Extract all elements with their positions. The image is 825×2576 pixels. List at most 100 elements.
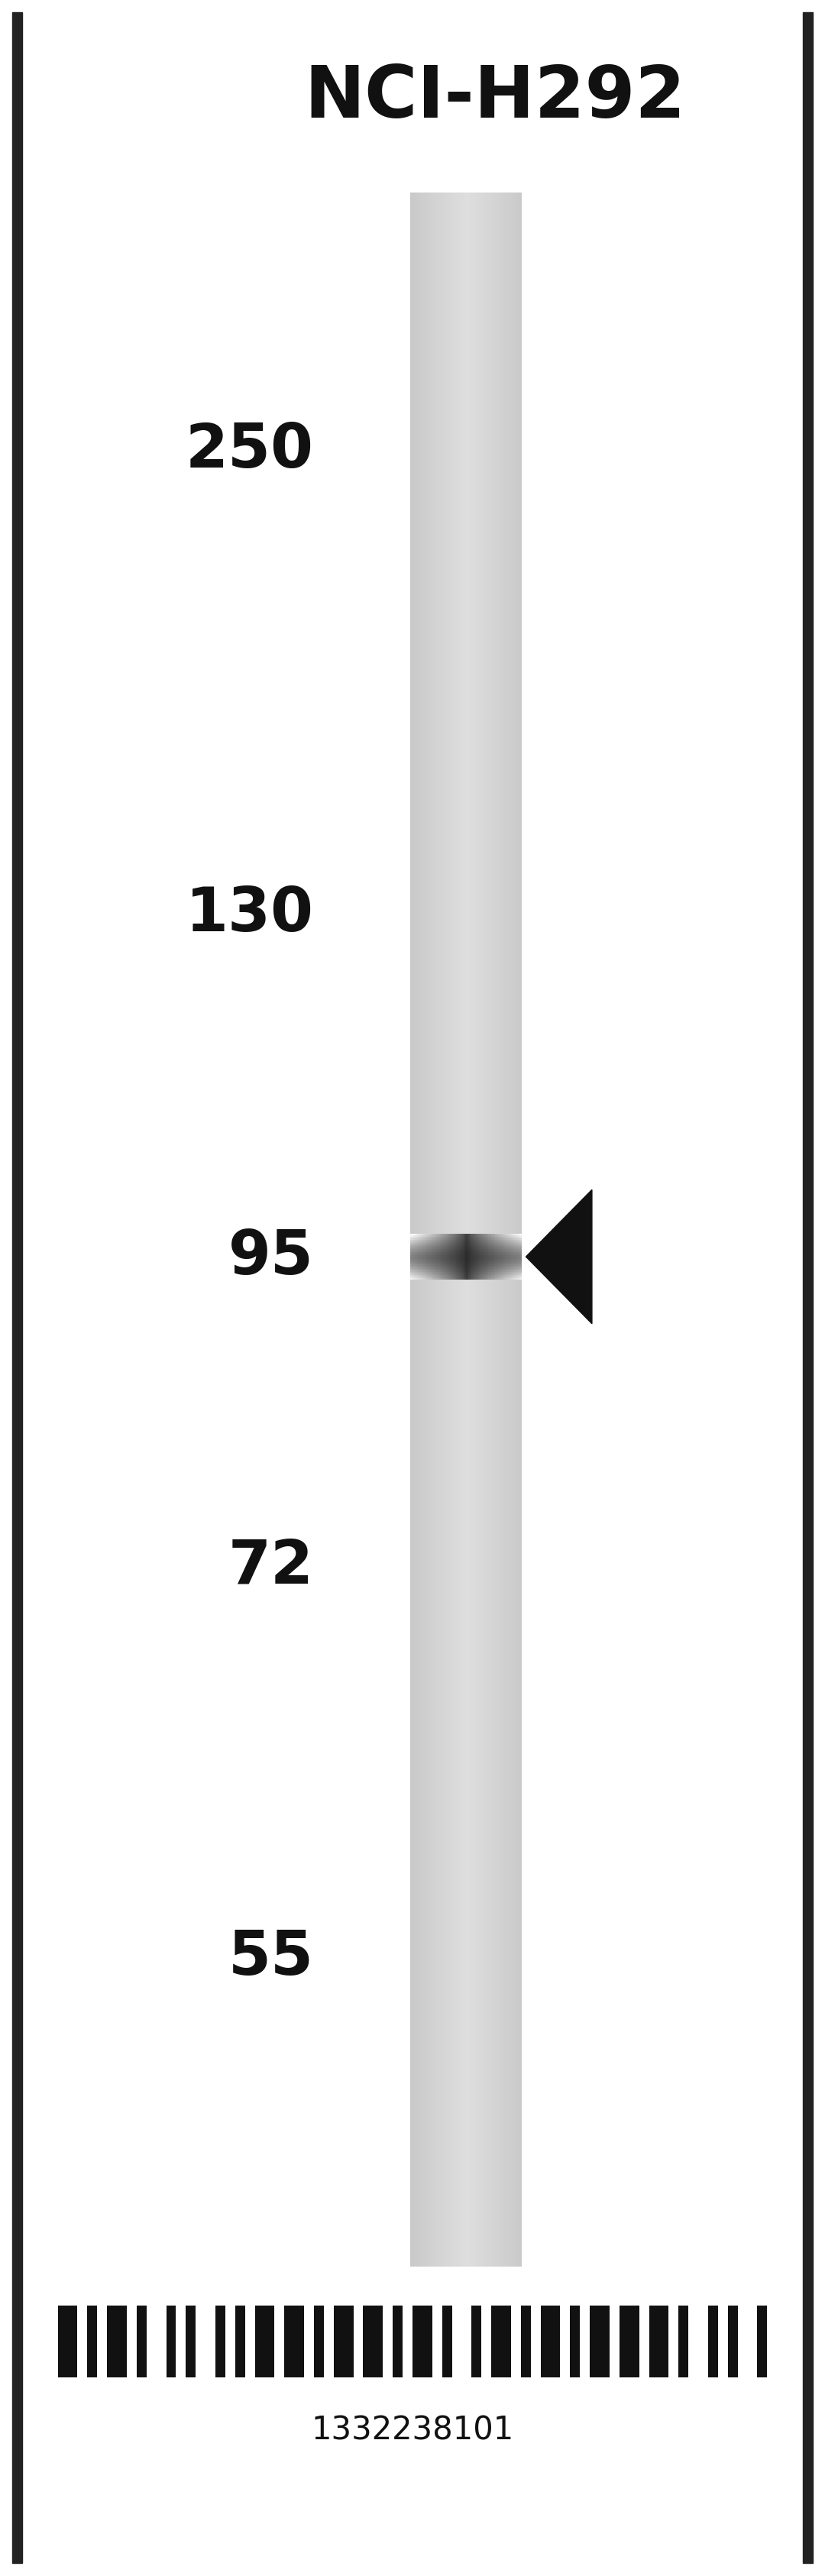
Bar [413,1234,415,1280]
Bar [446,1234,448,1280]
Bar [417,1234,419,1280]
Bar [434,1234,436,1280]
Bar [492,2306,511,2378]
Bar [474,1234,476,1280]
Bar [333,2306,353,2378]
Bar [413,193,415,2267]
Bar [505,1234,507,1280]
Bar [440,193,441,2267]
Bar [495,1234,497,1280]
Bar [470,1234,472,1280]
Bar [488,1234,490,1280]
Bar [478,193,480,2267]
Bar [285,2306,304,2378]
Bar [483,193,484,2267]
Bar [497,193,498,2267]
Bar [494,1234,495,1280]
Bar [468,193,469,2267]
Bar [432,193,434,2267]
Bar [412,2306,432,2378]
Bar [540,2306,560,2378]
Bar [473,193,474,2267]
Bar [415,193,416,2267]
Bar [499,193,501,2267]
Bar [446,193,448,2267]
Bar [424,193,426,2267]
Bar [515,193,516,2267]
Bar [501,1234,502,1280]
Bar [708,2306,718,2378]
Bar [422,1234,423,1280]
Bar [803,13,813,2563]
Bar [491,193,493,2267]
Bar [441,1234,442,1280]
Bar [436,193,437,2267]
Bar [430,193,431,2267]
Bar [428,193,430,2267]
Bar [107,2306,127,2378]
Bar [393,2306,403,2378]
Bar [419,193,420,2267]
Bar [87,2306,97,2378]
Bar [448,193,450,2267]
Bar [456,193,458,2267]
Bar [590,2306,610,2378]
Bar [570,2306,580,2378]
Bar [473,1234,474,1280]
Bar [166,2306,176,2378]
Bar [512,193,513,2267]
Bar [521,1234,522,1280]
Bar [513,1234,515,1280]
Bar [450,1234,452,1280]
Bar [442,1234,444,1280]
Bar [442,193,444,2267]
Bar [314,2306,323,2378]
Bar [215,2306,225,2378]
Bar [493,193,494,2267]
Bar [480,1234,482,1280]
Bar [508,1234,509,1280]
Bar [480,193,482,2267]
Bar [507,193,508,2267]
Bar [434,193,436,2267]
Bar [255,2306,275,2378]
Bar [486,1234,487,1280]
Bar [504,193,505,2267]
Bar [472,1234,473,1280]
Bar [495,193,497,2267]
Bar [504,1234,505,1280]
Bar [412,1234,413,1280]
Bar [487,1234,488,1280]
Bar [487,193,488,2267]
Bar [470,193,472,2267]
Bar [482,193,483,2267]
Bar [452,193,454,2267]
Bar [423,1234,424,1280]
Bar [440,1234,441,1280]
Bar [436,1234,437,1280]
Bar [509,193,511,2267]
Bar [462,1234,464,1280]
Bar [438,193,440,2267]
Bar [502,1234,504,1280]
Bar [444,193,446,2267]
Bar [499,1234,501,1280]
Bar [448,1234,450,1280]
Bar [422,193,423,2267]
Bar [484,1234,486,1280]
Bar [472,2306,482,2378]
Polygon shape [526,1190,592,1324]
Bar [517,1234,519,1280]
Bar [508,193,509,2267]
Bar [455,193,456,2267]
Bar [424,1234,426,1280]
Bar [460,1234,462,1280]
Bar [137,2306,147,2378]
Bar [416,193,417,2267]
Bar [58,2306,78,2378]
Bar [454,1234,455,1280]
Bar [420,193,422,2267]
Bar [427,193,428,2267]
Bar [460,193,462,2267]
Text: 130: 130 [185,884,313,945]
